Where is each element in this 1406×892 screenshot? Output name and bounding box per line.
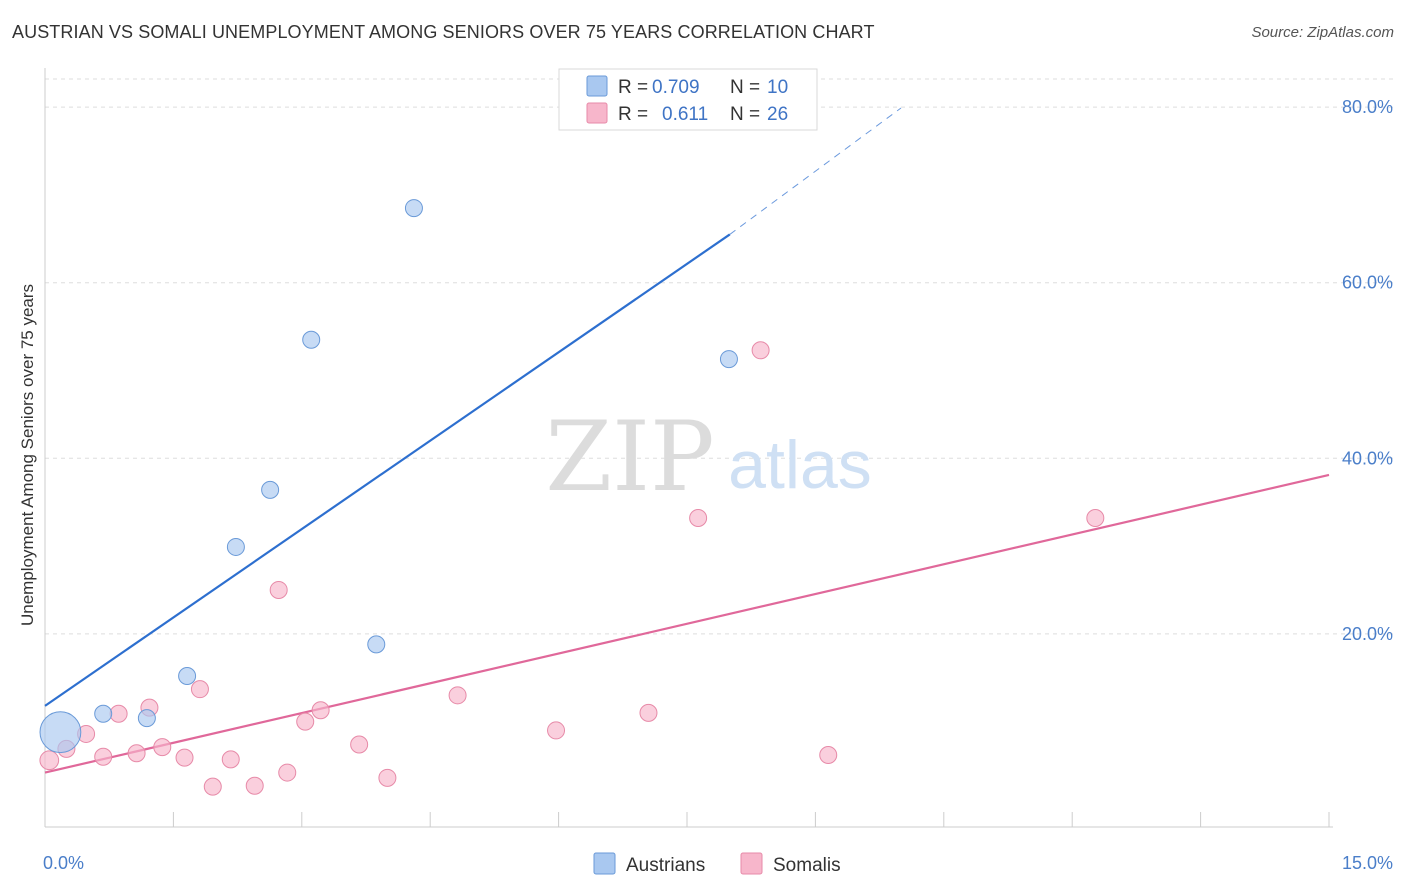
legend-r-label: R =: [618, 104, 648, 125]
data-point-somalis: [378, 768, 397, 787]
data-point-somalis: [1086, 508, 1105, 527]
data-point-somalis: [819, 746, 838, 765]
data-point-somalis: [639, 703, 658, 722]
data-point-somalis: [203, 777, 222, 796]
trend-line-extension-austrians: [729, 107, 902, 235]
data-point-somalis: [94, 747, 113, 766]
data-point-somalis: [311, 701, 330, 720]
watermark-zip: ZIP: [545, 401, 714, 513]
data-points: [39, 199, 1105, 796]
data-point-somalis: [127, 744, 146, 763]
legend-swatch-austrians: [593, 852, 616, 875]
y-tick-labels: 20.0% 40.0% 60.0% 80.0%: [1342, 97, 1393, 644]
data-point-austrians: [404, 199, 423, 218]
data-point-austrians: [719, 350, 738, 369]
data-point-somalis: [296, 712, 315, 731]
trend-lines: [44, 107, 1330, 774]
trend-line-austrians: [44, 233, 731, 707]
legend-swatch-somalis: [586, 102, 608, 124]
legend-label-austrians: Austrians: [626, 855, 705, 876]
legend-r-value: 0.709: [652, 77, 700, 98]
y-tick-label: 60.0%: [1342, 273, 1393, 293]
y-tick-label: 80.0%: [1342, 97, 1393, 117]
legend-swatch-austrians: [586, 75, 608, 97]
x-tick-label: 0.0%: [43, 853, 84, 873]
data-point-somalis: [109, 704, 128, 723]
watermark: ZIP atlas: [545, 401, 871, 513]
data-point-austrians: [261, 480, 280, 499]
data-point-somalis: [547, 721, 566, 740]
y-axis-label: Unemployment Among Seniors over 75 years: [18, 284, 37, 626]
legend-row-somalis: R = 0.611 N = 26: [586, 102, 788, 125]
legend-label-somalis: Somalis: [773, 855, 841, 876]
data-point-somalis: [689, 508, 708, 527]
legend-n-value: 10: [767, 77, 788, 98]
legend-row-austrians: R = 0.709 N = 10: [586, 75, 788, 98]
data-point-somalis: [153, 738, 172, 757]
legend-r-label: R =: [618, 77, 648, 98]
data-point-austrians: [302, 330, 321, 349]
data-point-somalis: [350, 735, 369, 754]
legend-top: R = 0.709 N = 10 R = 0.611 N = 26: [558, 68, 818, 131]
trend-line-somalis: [44, 473, 1330, 774]
y-tick-label: 40.0%: [1342, 448, 1393, 468]
y-tick-label: 20.0%: [1342, 624, 1393, 644]
data-point-somalis: [269, 580, 288, 599]
legend-n-value: 26: [767, 104, 788, 125]
data-point-somalis: [39, 750, 60, 771]
source-label: Source: ZipAtlas.com: [1251, 24, 1394, 41]
data-point-somalis: [245, 776, 264, 795]
axes: [44, 68, 1333, 828]
data-point-somalis: [190, 680, 209, 699]
x-tick-labels: 0.0% 15.0%: [43, 853, 1393, 873]
chart-title: AUSTRIAN VS SOMALI UNEMPLOYMENT AMONG SE…: [12, 22, 875, 42]
grid-lines: [45, 78, 1393, 635]
data-point-austrians: [178, 667, 197, 685]
data-point-somalis: [278, 763, 297, 782]
legend-r-value: 0.611: [662, 104, 708, 125]
legend-n-label: N =: [730, 104, 760, 125]
data-point-somalis: [751, 341, 770, 360]
legend-n-label: N =: [730, 77, 760, 98]
data-point-austrians: [94, 704, 113, 723]
data-point-austrians: [226, 537, 245, 556]
legend-bottom: Austrians Somalis: [593, 852, 841, 876]
data-point-austrians: [39, 711, 82, 754]
data-point-austrians: [367, 635, 386, 654]
watermark-atlas: atlas: [728, 427, 872, 503]
legend-swatch-somalis: [740, 852, 763, 875]
data-point-somalis: [175, 748, 194, 767]
x-tick-label: 15.0%: [1342, 853, 1393, 873]
data-point-austrians: [137, 709, 156, 728]
data-point-somalis: [448, 686, 467, 705]
data-point-somalis: [221, 750, 240, 769]
